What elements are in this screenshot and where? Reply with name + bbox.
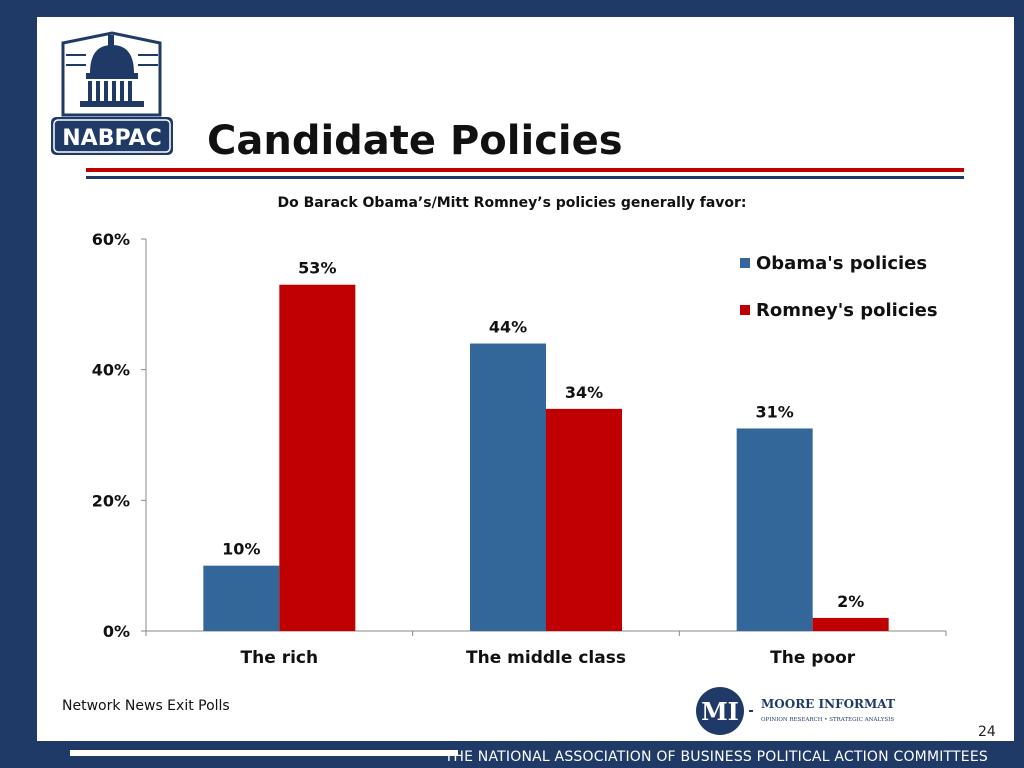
data-label: 2% bbox=[837, 592, 864, 611]
x-category-label: The poor bbox=[770, 648, 856, 668]
legend-swatch bbox=[740, 305, 750, 315]
moore-mark: MI bbox=[701, 697, 739, 726]
bar bbox=[203, 565, 280, 631]
title-rule-red bbox=[86, 168, 964, 172]
bar-chart: 0% 20% 40% 60% The rich The middle class The p… bbox=[92, 230, 947, 668]
source-note: Network News Exit Polls bbox=[62, 698, 230, 714]
legend-swatch bbox=[740, 258, 750, 268]
bar bbox=[279, 284, 356, 631]
legend-label: Romney's policies bbox=[756, 300, 938, 321]
y-tick-label: 60% bbox=[92, 230, 130, 249]
page-number: 24 bbox=[978, 724, 996, 740]
data-label: 34% bbox=[565, 383, 603, 402]
data-label: 53% bbox=[298, 259, 336, 278]
data-label: 10% bbox=[222, 540, 260, 559]
data-label: 31% bbox=[756, 402, 794, 421]
footer-bar bbox=[70, 750, 458, 756]
data-label: 44% bbox=[489, 318, 527, 337]
footer-text: THE NATIONAL ASSOCIATION OF BUSINESS POL… bbox=[444, 749, 988, 765]
bar bbox=[546, 408, 622, 631]
footer-band: THE NATIONAL ASSOCIATION OF BUSINESS POL… bbox=[0, 743, 1024, 768]
title-rule-blue bbox=[86, 176, 964, 179]
legend-label: Obama's policies bbox=[756, 253, 927, 274]
bar bbox=[812, 617, 889, 631]
capitol-dome-icon bbox=[66, 35, 158, 107]
x-category-label: The middle class bbox=[466, 648, 626, 668]
y-tick-label: 0% bbox=[103, 622, 130, 641]
y-tick-label: 40% bbox=[92, 361, 130, 380]
chart-question: Do Barack Obama’s/Mitt Romney’s policies… bbox=[277, 195, 747, 211]
logo-text: NABPAC bbox=[62, 126, 161, 151]
x-category-label: The rich bbox=[241, 648, 319, 668]
moore-tagline: OPINION RESEARCH • STRATEGIC ANALYSIS bbox=[761, 717, 894, 723]
nabpac-logo: NABPAC bbox=[51, 31, 173, 155]
bar bbox=[736, 428, 813, 631]
page-title: Candidate Policies bbox=[207, 118, 623, 164]
moore-information-logo: MI MOORE INFORMATION OPINION RESEARCH • … bbox=[696, 687, 895, 735]
y-tick-label: 20% bbox=[92, 491, 130, 510]
moore-name: MOORE INFORMATION bbox=[761, 697, 895, 711]
bar bbox=[470, 343, 546, 631]
